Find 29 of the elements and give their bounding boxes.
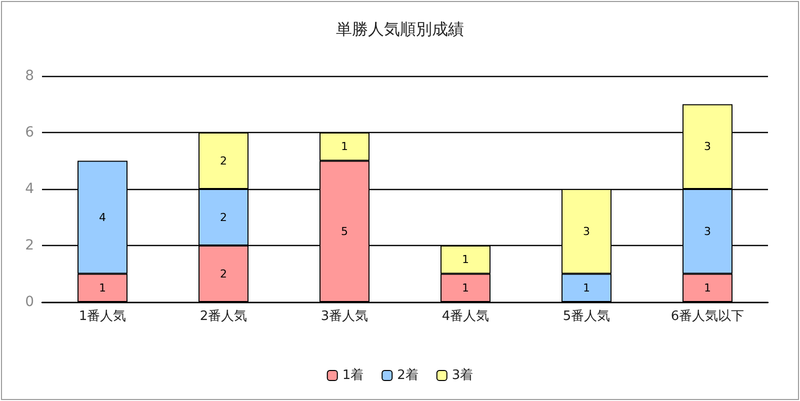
legend-label: 2着 — [397, 367, 418, 383]
data-label: 3 — [704, 140, 711, 154]
x-tick-label: 3番人気 — [320, 309, 368, 324]
data-label: 1 — [704, 281, 711, 294]
y-tick-label: 0 — [25, 294, 34, 310]
data-label: 5 — [341, 224, 348, 238]
data-label: 4 — [99, 210, 106, 224]
x-tick-label: 4番人気 — [442, 309, 490, 324]
x-tick-label: 5番人気 — [562, 309, 610, 324]
data-label: 2 — [220, 154, 227, 168]
y-tick-label: 8 — [25, 68, 34, 84]
chart-title: 単勝人気順別成績 — [336, 20, 464, 38]
data-label: 1 — [462, 281, 469, 294]
data-label: 3 — [583, 224, 590, 238]
x-tick-label: 2番人気 — [200, 309, 248, 324]
data-label: 3 — [704, 224, 711, 238]
y-tick-label: 6 — [25, 124, 34, 140]
data-label: 2 — [220, 210, 227, 224]
data-label: 1 — [462, 253, 469, 266]
x-tick-label: 1番人気 — [78, 309, 126, 324]
legend-label: 3着 — [452, 367, 474, 383]
y-tick-label: 2 — [25, 238, 34, 254]
y-tick-label: 4 — [25, 181, 34, 197]
data-label: 1 — [583, 281, 590, 294]
x-tick-label: 6番人気以下 — [670, 309, 744, 324]
legend-label: 1着 — [342, 367, 364, 383]
data-label: 2 — [220, 267, 227, 280]
data-label: 1 — [341, 140, 348, 154]
data-label: 1 — [99, 281, 106, 294]
